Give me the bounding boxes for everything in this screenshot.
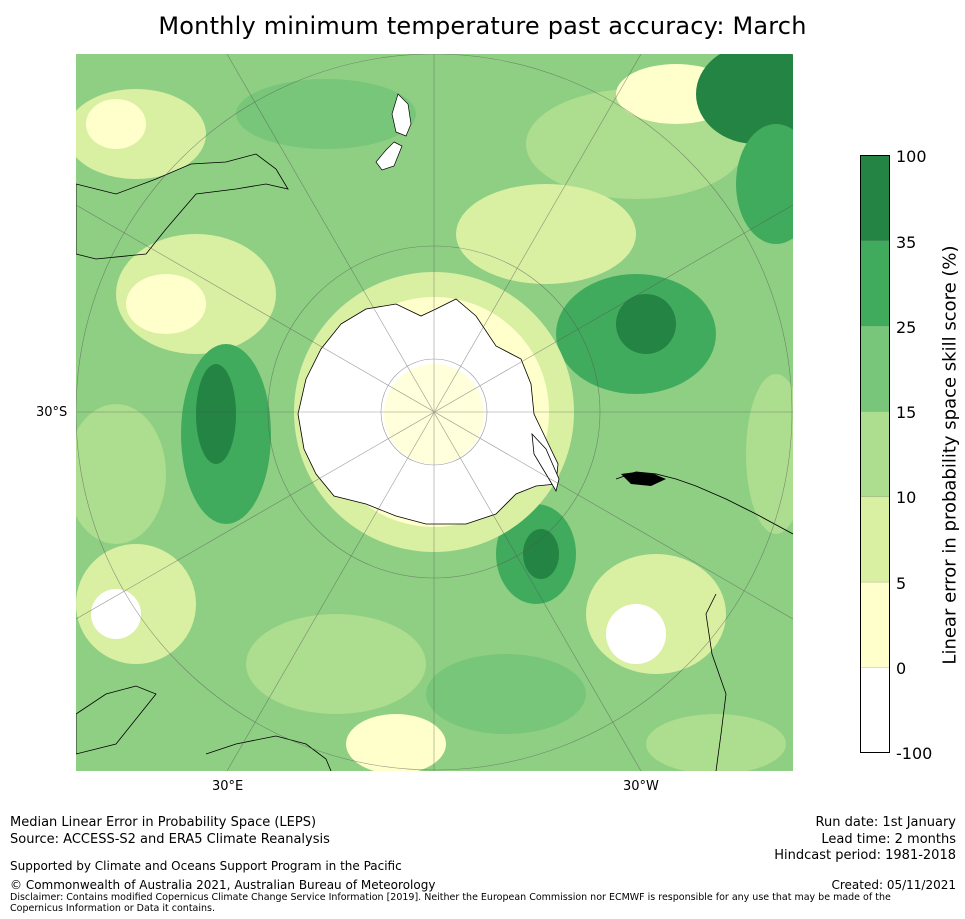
hindcast-period: Hindcast period: 1981-2018 — [774, 848, 956, 863]
south-america-coastline — [615, 471, 793, 535]
colorbar-tick: 5 — [896, 574, 907, 593]
skill-map-canvas — [76, 54, 793, 771]
lat-label-30s: 30°S — [36, 405, 68, 420]
colorbar-bin — [860, 667, 890, 753]
colorbar-bin — [860, 496, 890, 583]
colorbar-tick: 10 — [896, 488, 917, 507]
new-zealand-north — [391, 93, 412, 137]
created-date: Created: 05/11/2021 — [831, 878, 956, 892]
colorbar-tick: 25 — [896, 318, 917, 337]
colorbar-tick: 35 — [896, 233, 917, 252]
colorbar-bin — [860, 582, 890, 668]
colorbar-tick: -100 — [896, 744, 933, 763]
colorbar — [860, 155, 890, 753]
lon-label-30w: 30°W — [623, 779, 659, 794]
colorbar-bin — [860, 325, 890, 412]
map-title: Monthly minimum temperature past accurac… — [158, 12, 807, 40]
footer-support: Supported by Climate and Oceans Support … — [10, 859, 402, 873]
new-zealand-south — [375, 141, 403, 171]
colorbar-tick: 0 — [896, 659, 907, 678]
footer-disclaimer: Disclaimer: Contains modified Copernicus… — [10, 892, 891, 914]
antarctic-peninsula — [531, 432, 560, 493]
footer-copyright: © Commonwealth of Australia 2021, Austra… — [10, 878, 436, 892]
tierra-del-fuego — [621, 472, 666, 486]
colorbar-tick: 15 — [896, 403, 917, 422]
lon-label-30e: 30°E — [212, 779, 244, 794]
colorbar-bin — [860, 240, 890, 326]
skill-map — [76, 54, 793, 771]
colorbar-tick: 100 — [896, 147, 927, 166]
skill-patches — [76, 54, 793, 771]
colorbar-bin — [860, 411, 890, 497]
lead-time: Lead time: 2 months — [821, 832, 956, 847]
africa-coastline — [76, 685, 157, 755]
colorbar-bins — [860, 155, 890, 753]
footer-source: Source: ACCESS-S2 and ERA5 Climate Reana… — [10, 832, 330, 847]
run-date: Run date: 1st January — [815, 815, 956, 830]
colorbar-border — [860, 155, 890, 753]
graticule — [76, 54, 793, 771]
colorbar-bin — [860, 155, 890, 241]
australia-coastline — [76, 153, 289, 260]
colorbar-label: Linear error in probability space skill … — [939, 245, 961, 665]
footer-leps: Median Linear Error in Probability Space… — [10, 815, 317, 830]
